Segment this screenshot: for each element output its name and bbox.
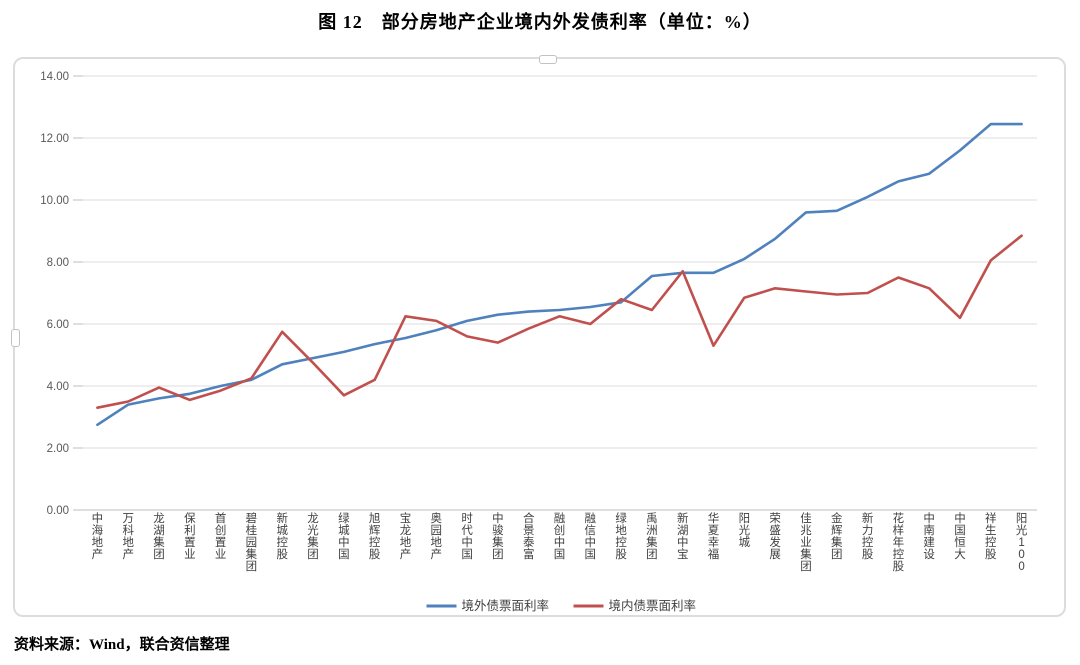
x-axis-label: 龙光集团: [307, 512, 319, 561]
source-note: 资料来源：Wind，联合资信整理: [14, 637, 230, 653]
x-axis-label: 中骏集团: [492, 512, 504, 561]
x-axis-label: 佳兆业集团: [800, 511, 812, 573]
y-tick-label: 2.00: [47, 443, 69, 455]
x-axis-label: 新湖中宝: [677, 511, 689, 561]
y-tick-label: 4.00: [47, 381, 69, 393]
y-tick-label: 12.00: [40, 133, 69, 145]
legend: 境外债票面利率 境内债票面利率: [426, 598, 697, 613]
x-axis-label: 万科地产: [122, 513, 134, 561]
x-axis-label: 阳光城: [739, 512, 751, 549]
x-axis-label: 龙湖集团: [153, 512, 165, 561]
line-chart: 0.00 2.00 4.00 6.00 8.00 10.00 12.00 14.00 中海地产 万…: [40, 71, 1037, 613]
chart-frame[interactable]: 0.00 2.00 4.00 6.00 8.00 10.00 12.00 14.00 中海地产 万…: [11, 55, 1066, 617]
legend-label: 境外债票面利率: [462, 598, 550, 613]
x-axis-label: 融创中国: [554, 512, 566, 561]
x-axis-label: 新力控股: [862, 511, 874, 561]
x-axis-label: 花样年控股: [893, 512, 905, 573]
series-line-境外债票面利率[interactable]: [96, 122, 1023, 427]
x-axis-label: 时代中国: [461, 512, 473, 561]
gridlines: [82, 75, 1037, 511]
x-axis-label: 阳光 1 0 0: [1016, 512, 1028, 573]
y-tick-label: 8.00: [47, 257, 69, 269]
series-line-境内债票面利率[interactable]: [96, 234, 1023, 410]
x-axis-label: 绿地控股: [615, 511, 627, 561]
x-axis-label: 新城控股: [276, 511, 288, 561]
x-axis-label: 碧桂园集团: [246, 512, 258, 573]
x-axis-label: 保利置业: [184, 511, 196, 561]
y-tick-label: 14.00: [40, 71, 69, 83]
x-axis-label: 金辉集团: [831, 511, 843, 561]
resize-handle-top[interactable]: [539, 55, 557, 64]
x-axis-label: 合景泰富: [523, 511, 535, 561]
x-axis-label: 旭辉控股: [369, 512, 381, 561]
chart-title: 图 12 部分房地产企业境内外发债利率（单位：%）: [318, 12, 762, 32]
x-axis-label: 华夏幸福: [708, 511, 720, 561]
x-axis-label: 中南建设: [923, 512, 935, 561]
x-axis-label: 首创置业: [215, 511, 227, 561]
y-tick-label: 0.00: [47, 505, 69, 517]
y-axis-labels: 0.00 2.00 4.00 6.00 8.00 10.00 12.00 14.00: [40, 71, 69, 517]
x-axis-label: 中国恒大: [954, 512, 966, 561]
x-axis-label: 禹洲集团: [646, 512, 658, 561]
resize-handle-left[interactable]: [11, 329, 20, 347]
x-axis-label: 中海地产: [92, 512, 104, 561]
x-axis-label: 宝龙地产: [400, 511, 412, 561]
y-axis-ticks: [73, 75, 83, 511]
x-axis-label: 绿城中国: [338, 511, 350, 561]
x-axis-labels: 中海地产 万科地产 龙湖集团 保利置业 首创置业 碧桂园集团 新城控股 龙光集团 绿城中国 旭辉控…: [92, 511, 1028, 573]
x-axis-label: 荣盛发展: [769, 512, 781, 561]
y-tick-label: 6.00: [47, 319, 69, 331]
x-axis-label: 融信中国: [585, 512, 597, 561]
x-axis-label: 奥园地产: [431, 511, 443, 561]
legend-label: 境内债票面利率: [609, 598, 697, 613]
y-tick-label: 10.00: [40, 195, 69, 207]
x-axis-label: 祥生控股: [985, 511, 997, 561]
